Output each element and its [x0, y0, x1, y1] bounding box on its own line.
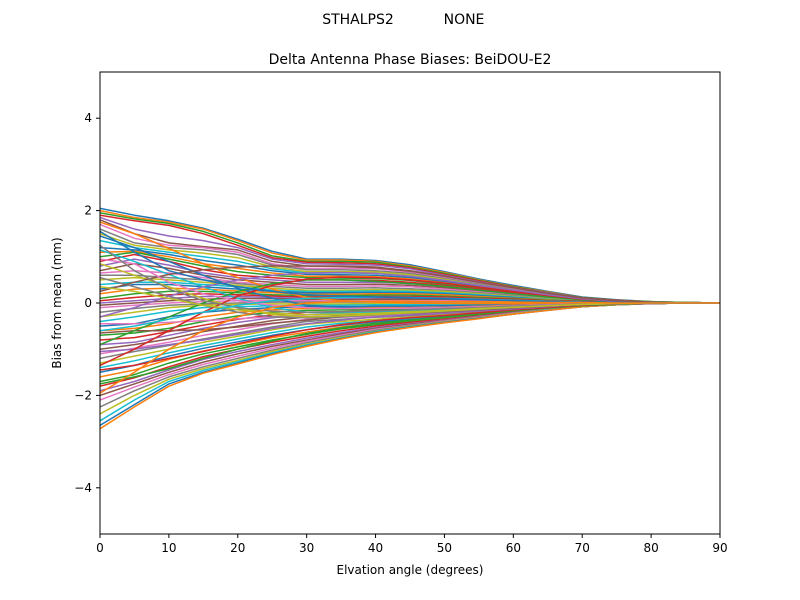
x-tick-label: 0 [96, 541, 104, 555]
x-tick-label: 90 [712, 541, 727, 555]
x-tick-label: 80 [643, 541, 658, 555]
x-tick-label: 10 [161, 541, 176, 555]
x-tick-label: 60 [506, 541, 521, 555]
series-line-s66 [100, 265, 720, 304]
suptitle-radome: NONE [444, 12, 485, 28]
x-tick-label: 70 [575, 541, 590, 555]
suptitle-station: STHALPS2 [322, 12, 394, 28]
y-axis-ticks: −4 −2 0 2 4 [74, 111, 100, 495]
y-tick-label: −4 [74, 481, 92, 495]
chart-title: Delta Antenna Phase Biases: BeiDOU-E2 [269, 52, 552, 68]
series-group [100, 207, 720, 430]
x-tick-label: 30 [299, 541, 314, 555]
y-axis-label: Bias from mean (mm) [50, 237, 64, 368]
y-tick-label: 4 [84, 111, 92, 125]
x-axis-ticks: 0 10 20 30 40 50 60 70 80 90 [96, 534, 728, 555]
x-tick-label: 20 [230, 541, 245, 555]
y-tick-label: −2 [74, 388, 92, 402]
y-tick-label: 2 [84, 204, 92, 218]
series-line-s72 [100, 300, 720, 394]
x-axis-label: Elvation angle (degrees) [337, 563, 484, 577]
x-tick-label: 50 [437, 541, 452, 555]
x-tick-label: 40 [368, 541, 383, 555]
y-tick-label: 0 [84, 296, 92, 310]
